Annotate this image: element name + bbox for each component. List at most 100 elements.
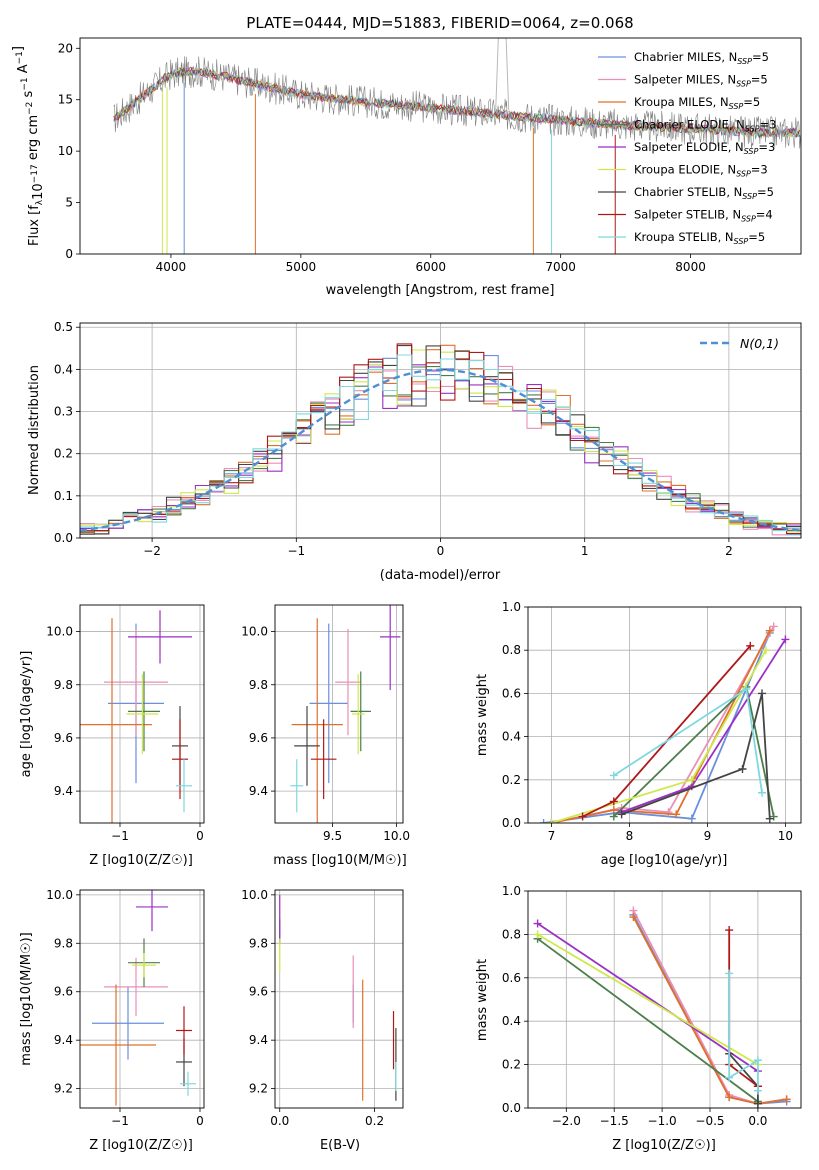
y-tick-label: 9.8: [54, 678, 73, 692]
y-axis-label: Flux [fλ10−17 erg cm−2 s−1 A−1]: [11, 46, 46, 246]
mass-weight-marker: [765, 814, 774, 823]
mass-weight-marker: [687, 814, 696, 823]
legend-label-main: Chabrier STELIB, N: [634, 185, 742, 199]
y-tick-label: 0.4: [502, 730, 521, 744]
spectrum-plot-area: [113, 38, 801, 254]
legend-label-suffix: =5: [751, 73, 768, 87]
y-axis-label: mass weight: [475, 674, 490, 756]
mass-weight-marker: [547, 819, 556, 823]
x-axis-label: wavelength [Angstrom, rest frame]: [326, 283, 555, 298]
age_vs_Z-plot-area: [80, 610, 192, 823]
residual-histogram-line: [80, 354, 801, 532]
y-axis-label-part: s: [21, 90, 36, 101]
mass-weight-marker: [687, 775, 696, 784]
x-axis-label: Z [log10(Z/Z☉)]: [612, 1138, 716, 1153]
y-tick-label: 9.8: [249, 678, 268, 692]
y-axis-label-part: ]: [11, 46, 26, 51]
y-tick-label: 1.0: [502, 600, 521, 614]
mass-weight-marker: [578, 812, 587, 821]
y-axis-label-part: −17: [30, 164, 40, 183]
mass-weight-marker: [539, 819, 548, 823]
legend-label-main: Chabrier ELODIE, N: [634, 118, 745, 132]
mass-weight-line: [551, 630, 771, 823]
legend-label: Salpeter STELIB, NSSP=4: [634, 208, 773, 224]
mass-weight-marker: [781, 635, 790, 644]
axes-frame: [79, 37, 802, 255]
mass-weight-line: [537, 933, 759, 1066]
x-tick-label: 9.5: [323, 829, 342, 843]
x-tick-label: 10.0: [383, 829, 410, 843]
legend-label-suffix: =4: [756, 208, 773, 222]
y-axis-label: Normed distribution: [27, 365, 42, 495]
y-tick-label: 1.0: [502, 884, 521, 898]
x-tick-label: −1: [111, 829, 129, 843]
mass-weight-line: [728, 973, 759, 1091]
y-tick-label: 0.4: [54, 362, 73, 376]
axes-frame: [274, 604, 404, 824]
weight_vs_age-plot-area: [539, 622, 790, 823]
y-tick-label: 0.6: [502, 686, 521, 700]
mass-weight-marker: [609, 812, 618, 821]
legend-label-sub: SSP: [729, 102, 744, 111]
mass-weight-marker: [725, 1073, 734, 1082]
legend-label-suffix: =5: [757, 185, 774, 199]
legend-label: Salpeter ELODIE, NSSP=3: [634, 140, 775, 156]
y-axis-label-part: Flux [f: [27, 205, 42, 246]
y-tick-label: 10.0: [241, 625, 268, 639]
mass-weight-marker: [758, 689, 766, 698]
x-tick-label: 2: [725, 544, 733, 558]
legend-label: Salpeter MILES, NSSP=5: [634, 73, 768, 89]
mass-weight-marker: [533, 919, 542, 928]
x-tick-label: 0: [437, 544, 445, 558]
legend-label: Chabrier STELIB, NSSP=5: [634, 185, 774, 201]
mass-weight-marker: [758, 788, 766, 797]
emission-line-spike: [495, 38, 510, 111]
mass-weight-marker: [761, 646, 770, 655]
gaussian-reference-line: [80, 368, 801, 532]
x-tick-label: 9: [704, 829, 712, 843]
y-tick-label: 9.4: [54, 1033, 73, 1047]
y-tick-label: 0.2: [502, 1058, 521, 1072]
axes-frame: [79, 322, 802, 539]
y-tick-label: 0.2: [502, 773, 521, 787]
y-tick-label: 9.6: [54, 985, 73, 999]
legend-label-sub: SSP: [742, 192, 757, 201]
y-tick-label: 0.8: [502, 927, 521, 941]
axes-frame: [527, 606, 802, 824]
residuals-plot-area: [80, 343, 801, 536]
mass-weight-marker: [617, 810, 626, 819]
legend-label-suffix: =5: [748, 230, 765, 244]
legend-label: Chabrier MILES, NSSP=5: [634, 50, 769, 66]
legend-label-main: Kroupa ELODIE, N: [634, 163, 736, 177]
mass-weight-line: [537, 937, 759, 1103]
x-tick-label: 1: [581, 544, 589, 558]
y-tick-label: 0.0: [502, 816, 521, 830]
legend-label-sub: SSP: [744, 147, 759, 156]
weight_vs_Z-plot-area: [533, 906, 791, 1108]
mass-weight-line: [537, 922, 759, 1072]
legend-label-sub: SSP: [737, 57, 752, 66]
legend-label-sub: SSP: [736, 80, 751, 89]
mass-weight-marker: [746, 641, 755, 650]
y-tick-label: 0.5: [54, 320, 73, 334]
y-tick-label: 20: [58, 41, 73, 55]
legend-label-suffix: =3: [758, 140, 775, 154]
y-tick-label: 0.2: [54, 447, 73, 461]
y-tick-label: 9.8: [54, 936, 73, 950]
x-tick-label: 0.0: [270, 1114, 289, 1128]
y-axis-label-part: λ: [35, 199, 45, 205]
weight_vs_Z-panel: −2.0 −1.5 −1.0 −0.5 0.0 0.0 0.2 0.4 0.6 0.8 1.0: [502, 884, 802, 1128]
x-tick-label: 8000: [675, 260, 706, 274]
x-axis-label: Z [log10(Z/Z☉)]: [89, 853, 193, 868]
y-tick-label: 9.8: [249, 936, 268, 950]
legend-label-main: Kroupa MILES, N: [634, 95, 729, 109]
mass-weight-marker: [609, 771, 618, 780]
axes-frame: [274, 889, 404, 1109]
y-tick-label: 0.3: [54, 405, 73, 419]
mass-weight-marker: [629, 913, 638, 922]
legend-label-sub: SSP: [734, 237, 749, 246]
mass-weight-marker: [672, 810, 681, 819]
legend-label-suffix: =5: [743, 95, 760, 109]
mass-weight-marker: [742, 685, 751, 694]
